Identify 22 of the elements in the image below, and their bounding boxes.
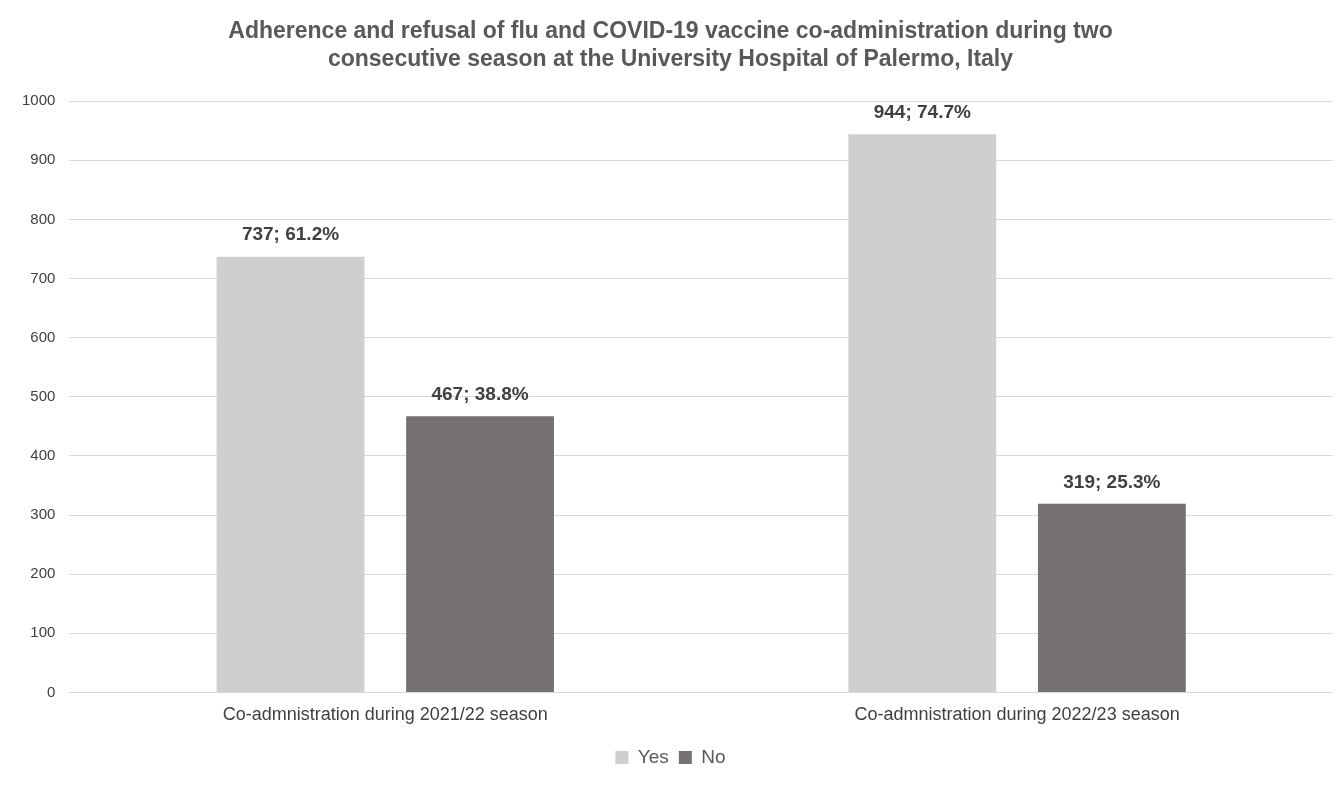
y-tick-label: 100 [30, 623, 56, 641]
bar [406, 416, 554, 692]
y-tick-label: 0 [47, 682, 56, 700]
data-label: 737; 61.2% [241, 223, 340, 245]
chart-title: Adherence and refusal of flu and COVID-19 vaccine co-administration during two consecutive season at the University Hospital of Palermo, Italy [228, 17, 1113, 71]
y-tick-label: 600 [30, 327, 56, 345]
data-label: 319; 25.3% [1063, 470, 1161, 492]
bar [1037, 503, 1186, 692]
legend-label: Yes [637, 745, 669, 767]
y-tick-label: 200 [30, 564, 56, 582]
x-tick-label: Co-admnistration during 2021/22 season [222, 704, 548, 725]
legend-label: No [701, 745, 726, 767]
x-tick-label: Co-admnistration during 2022/23 season [854, 704, 1180, 725]
y-tick-label: 300 [30, 505, 56, 523]
y-tick-label: 800 [30, 209, 56, 227]
y-tick-label: 900 [30, 150, 56, 168]
y-tick-label: 400 [30, 446, 56, 464]
y-tick-label: 1000 [21, 91, 56, 109]
data-label: 467; 38.8% [431, 383, 529, 405]
data-label: 944; 74.7% [873, 101, 972, 123]
y-tick-label: 700 [30, 268, 56, 286]
y-tick-label: 500 [30, 386, 56, 404]
